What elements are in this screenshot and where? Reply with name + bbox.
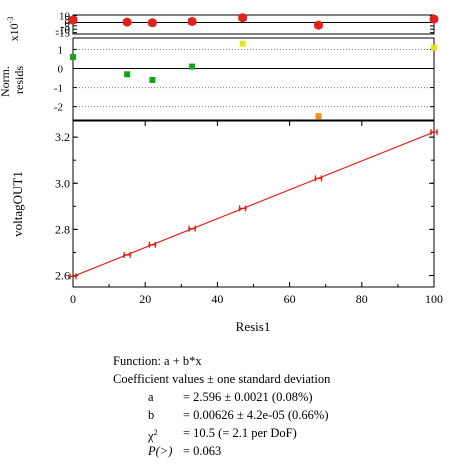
main-ytick-label: 2.8 (55, 222, 70, 236)
main-ytick-label: 3.2 (55, 130, 70, 144)
param-row-a: a = 2.596 ± 0.0021 (0.08%) (113, 388, 330, 406)
normalized-residual-point (431, 44, 437, 51)
normalized-residuals-frame (72, 37, 435, 121)
residual-point (68, 15, 78, 25)
main-xtick-label: 20 (139, 292, 151, 306)
main-xlabel: Resis1 (236, 319, 271, 334)
residual-point (313, 20, 323, 30)
normalized-residual-point (70, 54, 76, 61)
param-a-symbol: a (148, 390, 154, 404)
data-point (430, 129, 438, 136)
normalized-residual-point (315, 113, 322, 120)
normalized-residual-ytick-label: -2 (54, 102, 63, 114)
chi2-symbol-exponent: 2 (153, 428, 158, 437)
main-ylabel: voltagOUT1 (10, 171, 25, 237)
residual-point (122, 17, 132, 27)
fit-line (72, 131, 435, 277)
param-a-value: = 2.596 ± 0.0021 (0.08%) (183, 390, 313, 404)
normalized-residual-ytick-label: 0 (58, 64, 64, 76)
normalized-residual-point (189, 63, 196, 70)
normalized-residuals-ylabel-line1: Norm. (0, 66, 12, 97)
data-point (314, 175, 323, 182)
p-value: = 0.063 (183, 444, 222, 458)
data-point (123, 251, 132, 258)
chi2-symbol: χ2 (148, 424, 158, 445)
p-symbol: P(>) (148, 442, 172, 460)
residuals-ytick-label: -10 (55, 24, 70, 36)
main-xtick-label: 80 (356, 292, 368, 306)
param-b-symbol: b (148, 408, 155, 422)
p-row: P(>) = 0.063 (113, 442, 330, 460)
chi2-value: = 10.5 (= 2.1 per DoF) (183, 426, 297, 440)
normalized-residuals-panel: 1 0 -1 -2 Norm. resids (0, 37, 437, 121)
data-point (238, 205, 247, 212)
residuals-ylabel-base: x10 (7, 23, 21, 41)
normalized-residuals-ylabel-line2: resids (12, 66, 26, 94)
main-xtick-label: 40 (211, 292, 223, 306)
normalized-residual-point (124, 71, 131, 78)
normalized-residual-ytick-label: 1 (58, 44, 64, 56)
residuals-ylabel-exponent: -3 (6, 17, 15, 24)
residuals-ytick-label: 10 (59, 11, 71, 23)
main-ytick-label: 3.0 (55, 176, 70, 190)
normalized-residual-point (149, 76, 156, 83)
data-point (148, 241, 157, 248)
chi2-row: χ2 = 10.5 (= 2.1 per DoF) (113, 424, 330, 445)
param-row-b: b = 0.00626 ± 4.2e-05 (0.66%) (113, 406, 330, 424)
fit-header: Coefficient values ± one standard deviat… (113, 372, 331, 386)
residual-point (429, 14, 439, 24)
residuals-ytick-label: 0 (65, 17, 71, 29)
fit-function: Function: a + b*x (113, 354, 202, 368)
p-symbol-text: P(>) (148, 444, 173, 458)
data-point (188, 225, 197, 232)
residuals-ytick-label: -5 (61, 21, 71, 33)
param-b-value: = 0.00626 ± 4.2e-05 (0.66%) (183, 408, 329, 422)
main-xtick-label: 60 (284, 292, 296, 306)
residual-point (238, 13, 248, 23)
residuals-ylabel: x10-3 (6, 17, 21, 42)
data-point (69, 273, 77, 280)
residual-point (187, 16, 197, 26)
normalized-residual-ytick-label: -1 (54, 83, 63, 95)
residuals-ytick-label: -15 (55, 28, 70, 40)
main-panel: 2.6 2.8 3.0 3.2 0 20 40 60 80 100 Resis1 voltagOU… (10, 120, 443, 334)
fit-results: Function: a + b*x Coefficient values ± o… (113, 352, 330, 460)
main-ytick-label: 2.6 (55, 268, 70, 282)
residual-point (147, 18, 157, 28)
main-xtick-label: 0 (70, 292, 76, 306)
normalized-residuals-ylabel: Norm. resids (0, 63, 26, 97)
normalized-residual-point (239, 40, 246, 47)
residuals-ytick-label: 5 (65, 14, 71, 26)
chi2-symbol-base: χ (148, 429, 154, 444)
main-xtick-label: 100 (425, 292, 443, 306)
